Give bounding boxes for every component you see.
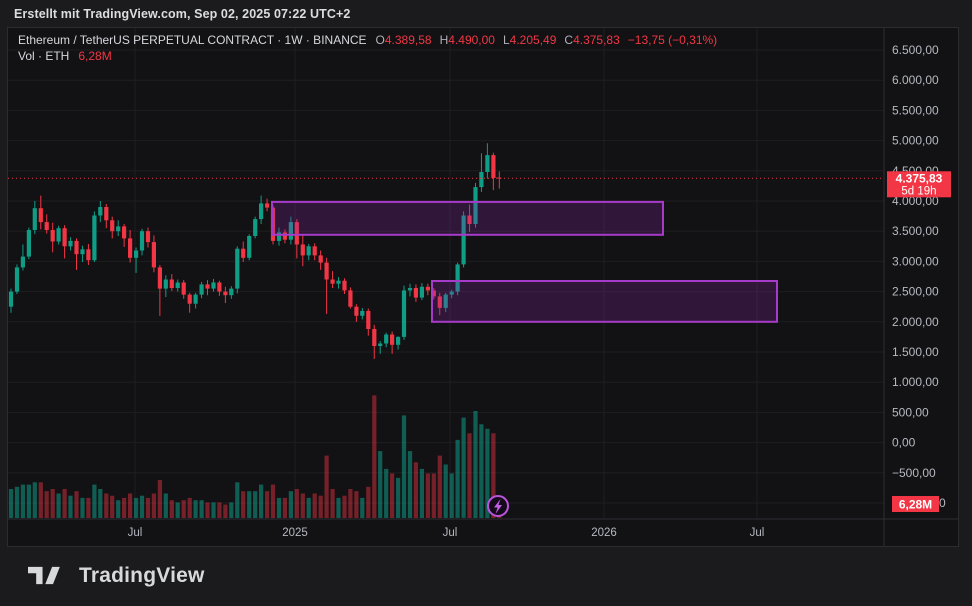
svg-text:500,00: 500,00 [892, 405, 929, 419]
svg-text:0,00: 0,00 [892, 436, 916, 450]
attribution-text: Erstellt mit TradingView.com, Sep 02, 20… [14, 7, 351, 21]
tradingview-wordmark[interactable]: TradingView [79, 564, 205, 587]
svg-text:6,28M: 6,28M [899, 497, 932, 511]
rectangle-drawing[interactable] [271, 200, 664, 236]
svg-text:6.000,00: 6.000,00 [892, 73, 939, 87]
flash-icon[interactable] [487, 495, 509, 517]
svg-text:6.500,00: 6.500,00 [892, 43, 939, 57]
tradingview-logo-icon[interactable] [28, 566, 68, 586]
price-axis[interactable]: 6.500,006.000,005.500,005.000,004.500,00… [892, 43, 946, 510]
svg-text:2025: 2025 [282, 527, 308, 539]
svg-text:Jul: Jul [128, 527, 143, 539]
svg-text:2026: 2026 [591, 527, 617, 539]
svg-text:3.500,00: 3.500,00 [892, 224, 939, 238]
svg-text:2.500,00: 2.500,00 [892, 285, 939, 299]
rectangle-drawing[interactable] [431, 280, 778, 323]
attribution-header: Erstellt mit TradingView.com, Sep 02, 20… [0, 0, 972, 28]
candles-layer [8, 143, 502, 359]
svg-text:Jul: Jul [750, 527, 765, 539]
svg-text:−500,00: −500,00 [892, 466, 936, 480]
svg-text:1.500,00: 1.500,00 [892, 345, 939, 359]
svg-text:4.375,83: 4.375,83 [896, 171, 943, 185]
chart-widget[interactable]: 6.500,00 6.000,00 5.500,00 5.000,00 4.500,00… [7, 27, 959, 547]
svg-text:5.000,00: 5.000,00 [892, 134, 939, 148]
time-axis[interactable]: Jul 2025 Jul 2026 Jul [128, 527, 765, 539]
svg-text:1.000,00: 1.000,00 [892, 375, 939, 389]
volume-badge: 6,28M [892, 495, 939, 512]
footer: TradingView [0, 546, 972, 606]
grid-lines [8, 28, 884, 519]
volume-bars [8, 395, 502, 519]
svg-text:5.500,00: 5.500,00 [892, 103, 939, 117]
svg-text:5d 19h: 5d 19h [901, 185, 936, 197]
price-chart-canvas[interactable]: 6.500,006.000,005.500,005.000,004.500,00… [8, 28, 958, 546]
drawings-layer[interactable] [271, 200, 778, 323]
svg-text:4.000,00: 4.000,00 [892, 194, 939, 208]
svg-text:3.000,00: 3.000,00 [892, 254, 939, 268]
svg-text:Jul: Jul [443, 527, 458, 539]
svg-text:2.000,00: 2.000,00 [892, 315, 939, 329]
axis-separators [8, 28, 958, 546]
